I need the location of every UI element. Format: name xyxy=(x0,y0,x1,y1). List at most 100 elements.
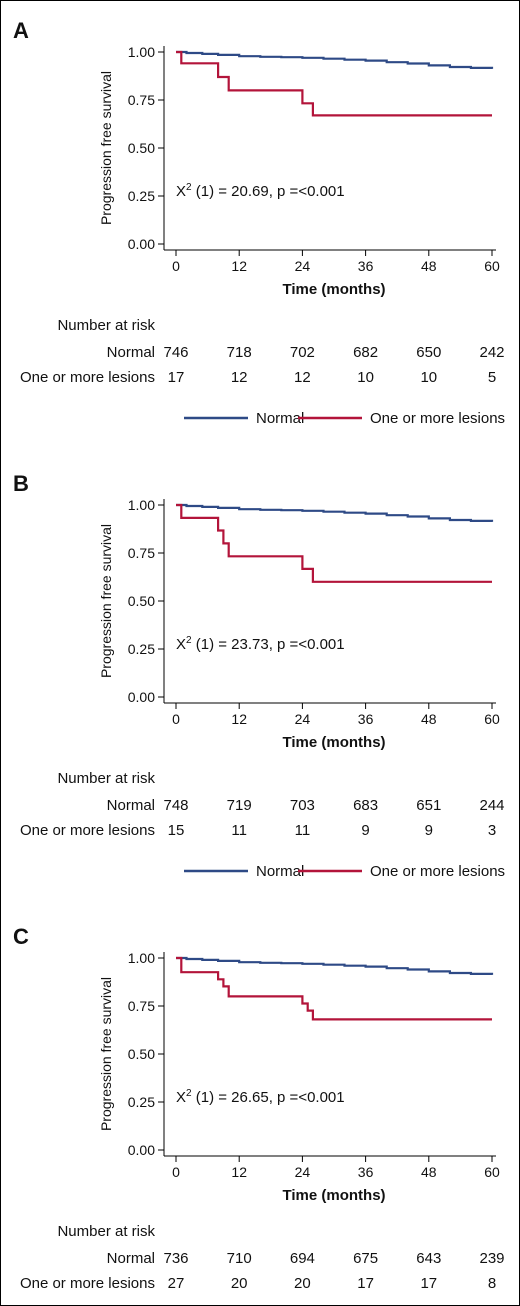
x-tick-label: 60 xyxy=(484,258,500,274)
risk-row-label: Normal xyxy=(107,344,155,361)
y-tick-label: 0.00 xyxy=(128,689,155,705)
risk-value: 17 xyxy=(168,369,185,386)
y-axis-title: Progression free survival xyxy=(98,524,114,678)
x-tick-label: 0 xyxy=(172,711,180,727)
series-line-normal xyxy=(176,956,494,975)
risk-value: 3 xyxy=(488,822,496,839)
logrank-annotation: X2 (1) = 26.65, p =<0.001 xyxy=(176,1088,345,1106)
risk-value: 17 xyxy=(357,1275,374,1292)
x-tick-label: 36 xyxy=(358,711,374,727)
x-tick-label: 48 xyxy=(421,1164,437,1180)
risk-value: 20 xyxy=(231,1275,248,1292)
x-tick-label: 36 xyxy=(358,1164,374,1180)
x-axis-title: Time (months) xyxy=(282,734,385,751)
risk-value: 5 xyxy=(488,369,496,386)
risk-value: 683 xyxy=(353,797,378,814)
risk-value: 11 xyxy=(231,822,247,839)
risk-value: 703 xyxy=(290,797,315,814)
risk-value: 9 xyxy=(425,822,433,839)
y-tick-label: 0.25 xyxy=(128,188,155,204)
x-tick-label: 12 xyxy=(231,1164,247,1180)
risk-row-label: One or more lesions xyxy=(20,822,155,839)
y-axis-title: Progression free survival xyxy=(98,71,114,225)
x-tick-label: 24 xyxy=(295,258,311,274)
legend-label: One or more lesions xyxy=(370,410,505,427)
y-tick-label: 0.50 xyxy=(128,140,155,156)
x-tick-label: 0 xyxy=(172,258,180,274)
panel-label: A xyxy=(13,18,29,43)
panel-A: A 0.00 0.25 0.50 0.75 1.00 0 12 24 36 48 60 Time (mo… xyxy=(13,18,505,427)
risk-row-label: Normal xyxy=(107,797,155,814)
x-tick-label: 24 xyxy=(295,711,311,727)
risk-value: 710 xyxy=(227,1250,252,1267)
risk-table-title: Number at risk xyxy=(57,1223,155,1240)
risk-row-label: One or more lesions xyxy=(20,1275,155,1292)
risk-value: 748 xyxy=(163,797,188,814)
y-tick-label: 0.75 xyxy=(128,545,155,561)
risk-row-label: Normal xyxy=(107,1250,155,1267)
risk-row-label: One or more lesions xyxy=(20,369,155,386)
x-axis-title: Time (months) xyxy=(282,281,385,298)
legend-label: Normal xyxy=(256,863,304,880)
logrank-annotation: X2 (1) = 23.73, p =<0.001 xyxy=(176,635,345,653)
y-tick-label: 1.00 xyxy=(128,950,155,966)
y-tick-label: 0.50 xyxy=(128,1046,155,1062)
x-tick-label: 48 xyxy=(421,258,437,274)
x-tick-label: 60 xyxy=(484,711,500,727)
panel-label: B xyxy=(13,471,29,496)
risk-value: 682 xyxy=(353,344,378,361)
risk-value: 650 xyxy=(416,344,441,361)
risk-value: 239 xyxy=(479,1250,504,1267)
risk-table-title: Number at risk xyxy=(57,317,155,334)
legend-label: Normal xyxy=(256,410,304,427)
risk-value: 9 xyxy=(361,822,369,839)
risk-value: 718 xyxy=(227,344,252,361)
risk-table-title: Number at risk xyxy=(57,770,155,787)
x-tick-label: 60 xyxy=(484,1164,500,1180)
series-line-lesions xyxy=(176,956,492,1021)
y-tick-label: 0.75 xyxy=(128,92,155,108)
x-axis-title: Time (months) xyxy=(282,1187,385,1204)
x-tick-label: 24 xyxy=(295,1164,311,1180)
risk-value: 8 xyxy=(488,1275,496,1292)
y-axis-title: Progression free survival xyxy=(98,977,114,1131)
legend-label: One or more lesions xyxy=(370,863,505,880)
risk-value: 719 xyxy=(227,797,252,814)
x-tick-label: 12 xyxy=(231,711,247,727)
x-tick-label: 0 xyxy=(172,1164,180,1180)
y-tick-label: 1.00 xyxy=(128,497,155,513)
risk-value: 10 xyxy=(357,369,374,386)
series-line-normal xyxy=(176,503,494,522)
risk-value: 17 xyxy=(420,1275,437,1292)
risk-value: 27 xyxy=(168,1275,185,1292)
series-line-lesions xyxy=(176,503,492,583)
risk-value: 702 xyxy=(290,344,315,361)
y-tick-label: 0.25 xyxy=(128,1094,155,1110)
risk-value: 643 xyxy=(416,1250,441,1267)
panel-label: C xyxy=(13,924,29,949)
risk-value: 11 xyxy=(295,822,311,839)
x-tick-label: 12 xyxy=(231,258,247,274)
risk-value: 736 xyxy=(163,1250,188,1267)
x-tick-label: 48 xyxy=(421,711,437,727)
series-line-normal xyxy=(176,50,494,69)
y-tick-label: 0.75 xyxy=(128,998,155,1014)
y-tick-label: 0.50 xyxy=(128,593,155,609)
risk-value: 694 xyxy=(290,1250,315,1267)
risk-value: 12 xyxy=(294,369,311,386)
panel-C: C 0.00 0.25 0.50 0.75 1.00 0 12 24 36 48 60 Time (mo… xyxy=(13,924,505,1292)
y-tick-label: 1.00 xyxy=(128,44,155,60)
risk-value: 15 xyxy=(168,822,185,839)
y-tick-label: 0.00 xyxy=(128,1142,155,1158)
risk-value: 675 xyxy=(353,1250,378,1267)
series-line-lesions xyxy=(176,50,492,117)
risk-value: 10 xyxy=(420,369,437,386)
risk-value: 12 xyxy=(231,369,248,386)
x-tick-label: 36 xyxy=(358,258,374,274)
risk-value: 20 xyxy=(294,1275,311,1292)
risk-value: 746 xyxy=(163,344,188,361)
risk-value: 242 xyxy=(479,344,504,361)
y-tick-label: 0.25 xyxy=(128,641,155,657)
risk-value: 244 xyxy=(479,797,504,814)
